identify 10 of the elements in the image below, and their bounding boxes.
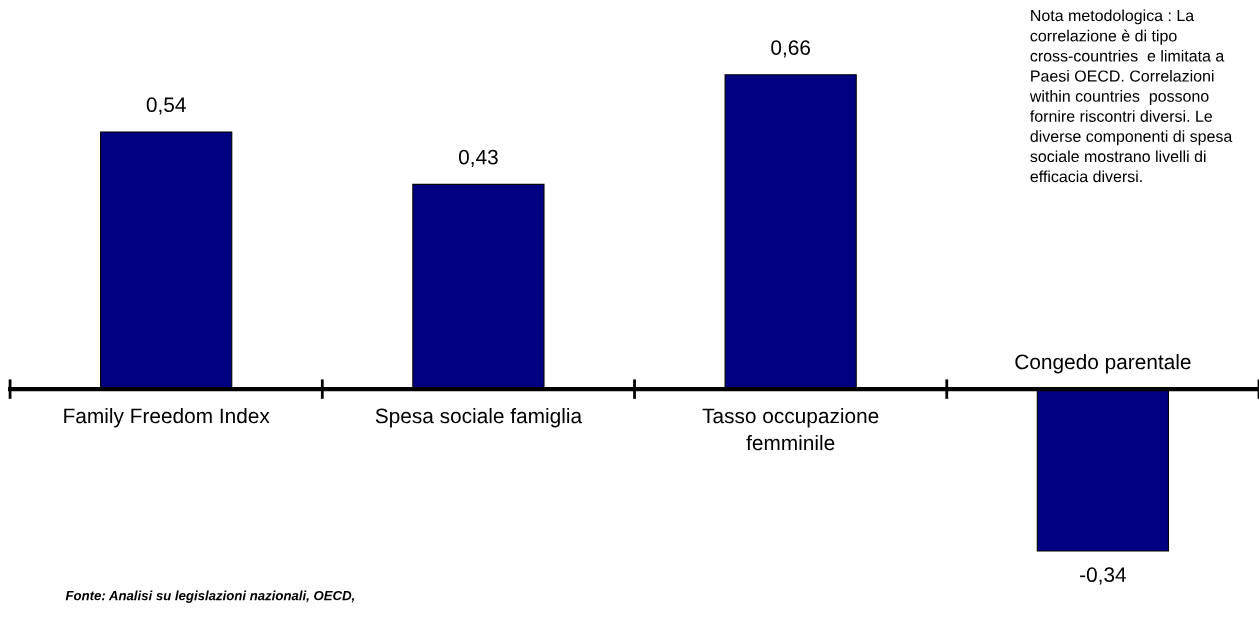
text: Nota metodologica : La correlazione è di tipo cross-countries e limitata a Paesi OECD. Correlazioni within countries possono fornire riscontri diversi. Le diverse componenti di spesa sociale mostrano livelli di efficacia diversi. <box>1029 9 1233 183</box>
x-tick-label: Spesa sociale famiglia <box>375 407 583 428</box>
x-tick-label: Tasso occupazione femminile <box>702 407 879 451</box>
source-note: Fonte: Analisi su legislazioni nazionali, OECD, <box>65 590 355 603</box>
x-tick-label: Congedo parentale <box>1015 353 1191 374</box>
data-label: 0,43 <box>458 149 498 167</box>
data-label: 0,66 <box>771 40 811 58</box>
x-tick-label: Family Freedom Index <box>64 407 270 428</box>
data-label: -0,34 <box>1080 567 1127 585</box>
data-label: 0,54 <box>146 97 186 115</box>
